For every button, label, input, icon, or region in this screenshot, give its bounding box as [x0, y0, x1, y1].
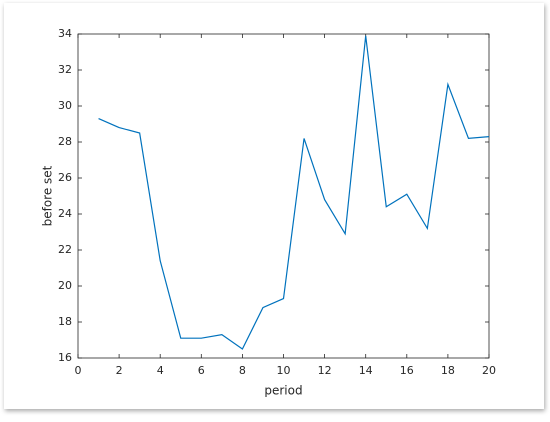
- y-tick-label: 26: [58, 171, 72, 184]
- x-axis-label: period: [264, 384, 302, 398]
- x-tick-label: 16: [400, 364, 414, 377]
- x-tick-label: 20: [482, 364, 496, 377]
- y-tick-label: 28: [58, 135, 72, 148]
- x-tick-label: 0: [75, 364, 82, 377]
- x-tick-label: 6: [198, 364, 205, 377]
- y-tick-label: 18: [58, 315, 72, 328]
- x-tick-label: 10: [277, 364, 291, 377]
- x-tick-label: 2: [116, 364, 123, 377]
- y-tick-label: 20: [58, 279, 72, 292]
- y-tick-label: 32: [58, 63, 72, 76]
- y-axis-label: before set: [41, 165, 55, 226]
- x-tick-label: 18: [441, 364, 455, 377]
- y-tick-label: 16: [58, 351, 72, 364]
- x-tick-label: 12: [318, 364, 332, 377]
- y-tick-label: 22: [58, 243, 72, 256]
- data-line: [98, 35, 490, 350]
- y-tick-label: 34: [58, 27, 72, 40]
- x-tick-label: 4: [157, 364, 164, 377]
- y-tick-label: 24: [58, 207, 72, 220]
- y-tick-label: 30: [58, 99, 72, 112]
- plot-box: [77, 33, 490, 359]
- x-tick-label: 14: [359, 364, 373, 377]
- x-tick-label: 8: [239, 364, 246, 377]
